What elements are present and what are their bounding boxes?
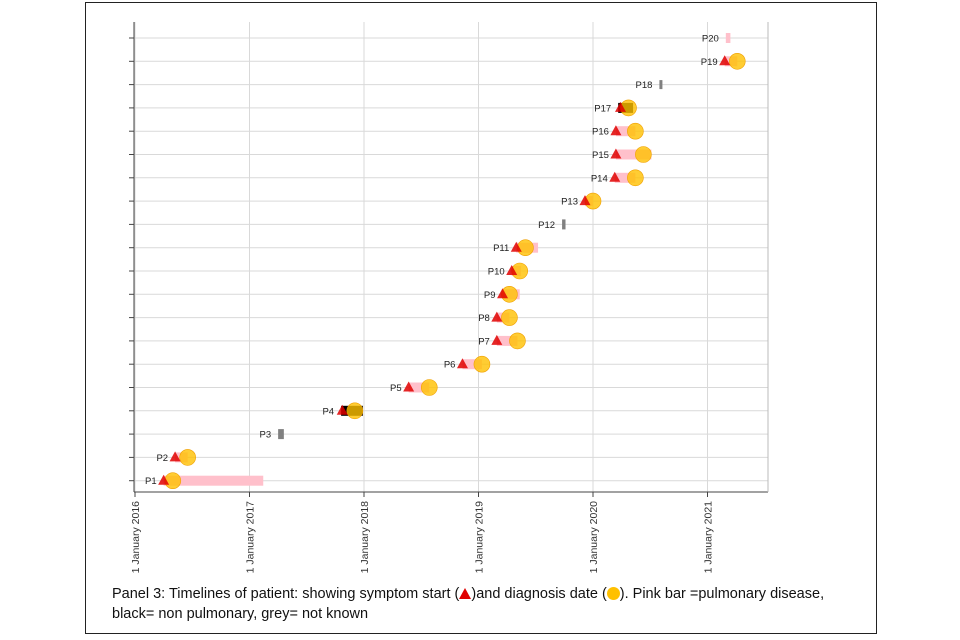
- bar-p20: [725, 33, 731, 43]
- symptom-marker-p19: [719, 55, 731, 66]
- symptom-marker-p17: [614, 101, 626, 112]
- symptom-marker-p6: [456, 358, 468, 369]
- symptom-marker-p1: [158, 474, 170, 485]
- symptom-marker-p10: [506, 265, 518, 275]
- bar-p18: [659, 80, 663, 90]
- diagnosis-marker-p4: [346, 402, 364, 420]
- caption-part1: Panel 3: Timelines of patient: showing s…: [112, 586, 460, 602]
- x-tick-label-4: 1 January 2020: [588, 501, 600, 574]
- symptom-marker-p8: [491, 311, 503, 322]
- figure-caption: Panel 3: Timelines of patient: showing s…: [112, 584, 852, 624]
- diagnosis-marker-p1: [164, 472, 182, 490]
- bar-p16: [615, 126, 636, 137]
- patient-label-p14: P14: [591, 173, 608, 184]
- symptom-legend-icon: [459, 588, 472, 599]
- patient-label-p12: P12: [538, 220, 555, 231]
- x-tick-label-2: 1 January 2018: [359, 501, 371, 574]
- diagnosis-marker-p11: [517, 239, 534, 256]
- bar-p7: [496, 335, 518, 346]
- symptom-marker-p13: [579, 195, 591, 206]
- patient-label-p20: P20: [702, 34, 719, 45]
- caption-part2: )and diagnosis date (: [471, 586, 607, 602]
- diagnosis-marker-p19: [728, 52, 746, 70]
- diagnosis-marker-p8: [501, 309, 518, 326]
- labels-layer: 1 January 2016 1 January 2017 1 January 20…: [130, 34, 719, 574]
- patient-label-p18: P18: [636, 80, 653, 91]
- bar-p15: [615, 149, 652, 160]
- grid-layer: [134, 22, 768, 492]
- bar-p12: [562, 219, 566, 230]
- diagnosis-marker-p15: [635, 146, 652, 163]
- caption-part3: ). Pink bar =pulmonary disease, black= n…: [112, 586, 825, 622]
- x-tick-label-3: 1 January 2019: [474, 501, 486, 574]
- diagnosis-marker-p6: [473, 355, 491, 373]
- bar-p14: [614, 172, 636, 183]
- symptom-marker-p2: [169, 451, 181, 462]
- patient-label-p4: P4: [322, 406, 334, 417]
- patient-label-p15: P15: [592, 150, 609, 161]
- bar-p6: [462, 359, 482, 370]
- symptom-marker-p5: [403, 381, 415, 392]
- diagnosis-marker-p7: [509, 332, 526, 350]
- diagnosis-marker-p16: [627, 122, 644, 140]
- bar-p5: [408, 382, 430, 393]
- axis-layer: [129, 22, 769, 497]
- diagnosis-marker-p14: [627, 169, 644, 187]
- symptom-marker-p11: [510, 241, 522, 252]
- patient-label-p2: P2: [156, 453, 168, 464]
- bar-p3: [278, 429, 284, 440]
- symptom-marker-p15: [610, 148, 622, 159]
- patient-label-p13: P13: [561, 197, 578, 208]
- x-tick-label-0: 1 January 2016: [130, 501, 142, 574]
- patient-label-p3: P3: [260, 430, 272, 441]
- patient-label-p6: P6: [444, 360, 456, 371]
- patient-label-p19: P19: [701, 57, 718, 68]
- x-tick-label-1: 1 January 2017: [245, 501, 257, 574]
- patient-label-p16: P16: [592, 127, 609, 138]
- symptom-marker-p9: [497, 288, 509, 299]
- markers-layer: [158, 52, 746, 490]
- patient-label-p7: P7: [478, 336, 490, 347]
- patient-label-p11: P11: [493, 243, 509, 254]
- patient-label-p5: P5: [390, 383, 402, 394]
- diagnosis-marker-p5: [420, 379, 438, 396]
- patient-label-p8: P8: [478, 313, 490, 324]
- symptom-marker-p16: [610, 125, 622, 136]
- x-tick-label-5: 1 January 2021: [703, 501, 715, 574]
- patient-label-p1: P1: [145, 476, 157, 487]
- patient-label-p10: P10: [488, 267, 505, 278]
- symptom-marker-p7: [491, 334, 503, 345]
- symptom-marker-p14: [609, 171, 621, 182]
- patient-label-p17: P17: [594, 103, 611, 114]
- bar-p1: [163, 475, 264, 486]
- patient-label-p9: P9: [484, 290, 496, 301]
- diagnosis-marker-p2: [179, 449, 196, 466]
- diagnosis-legend-icon: [606, 587, 620, 600]
- symptom-marker-p4: [336, 404, 348, 415]
